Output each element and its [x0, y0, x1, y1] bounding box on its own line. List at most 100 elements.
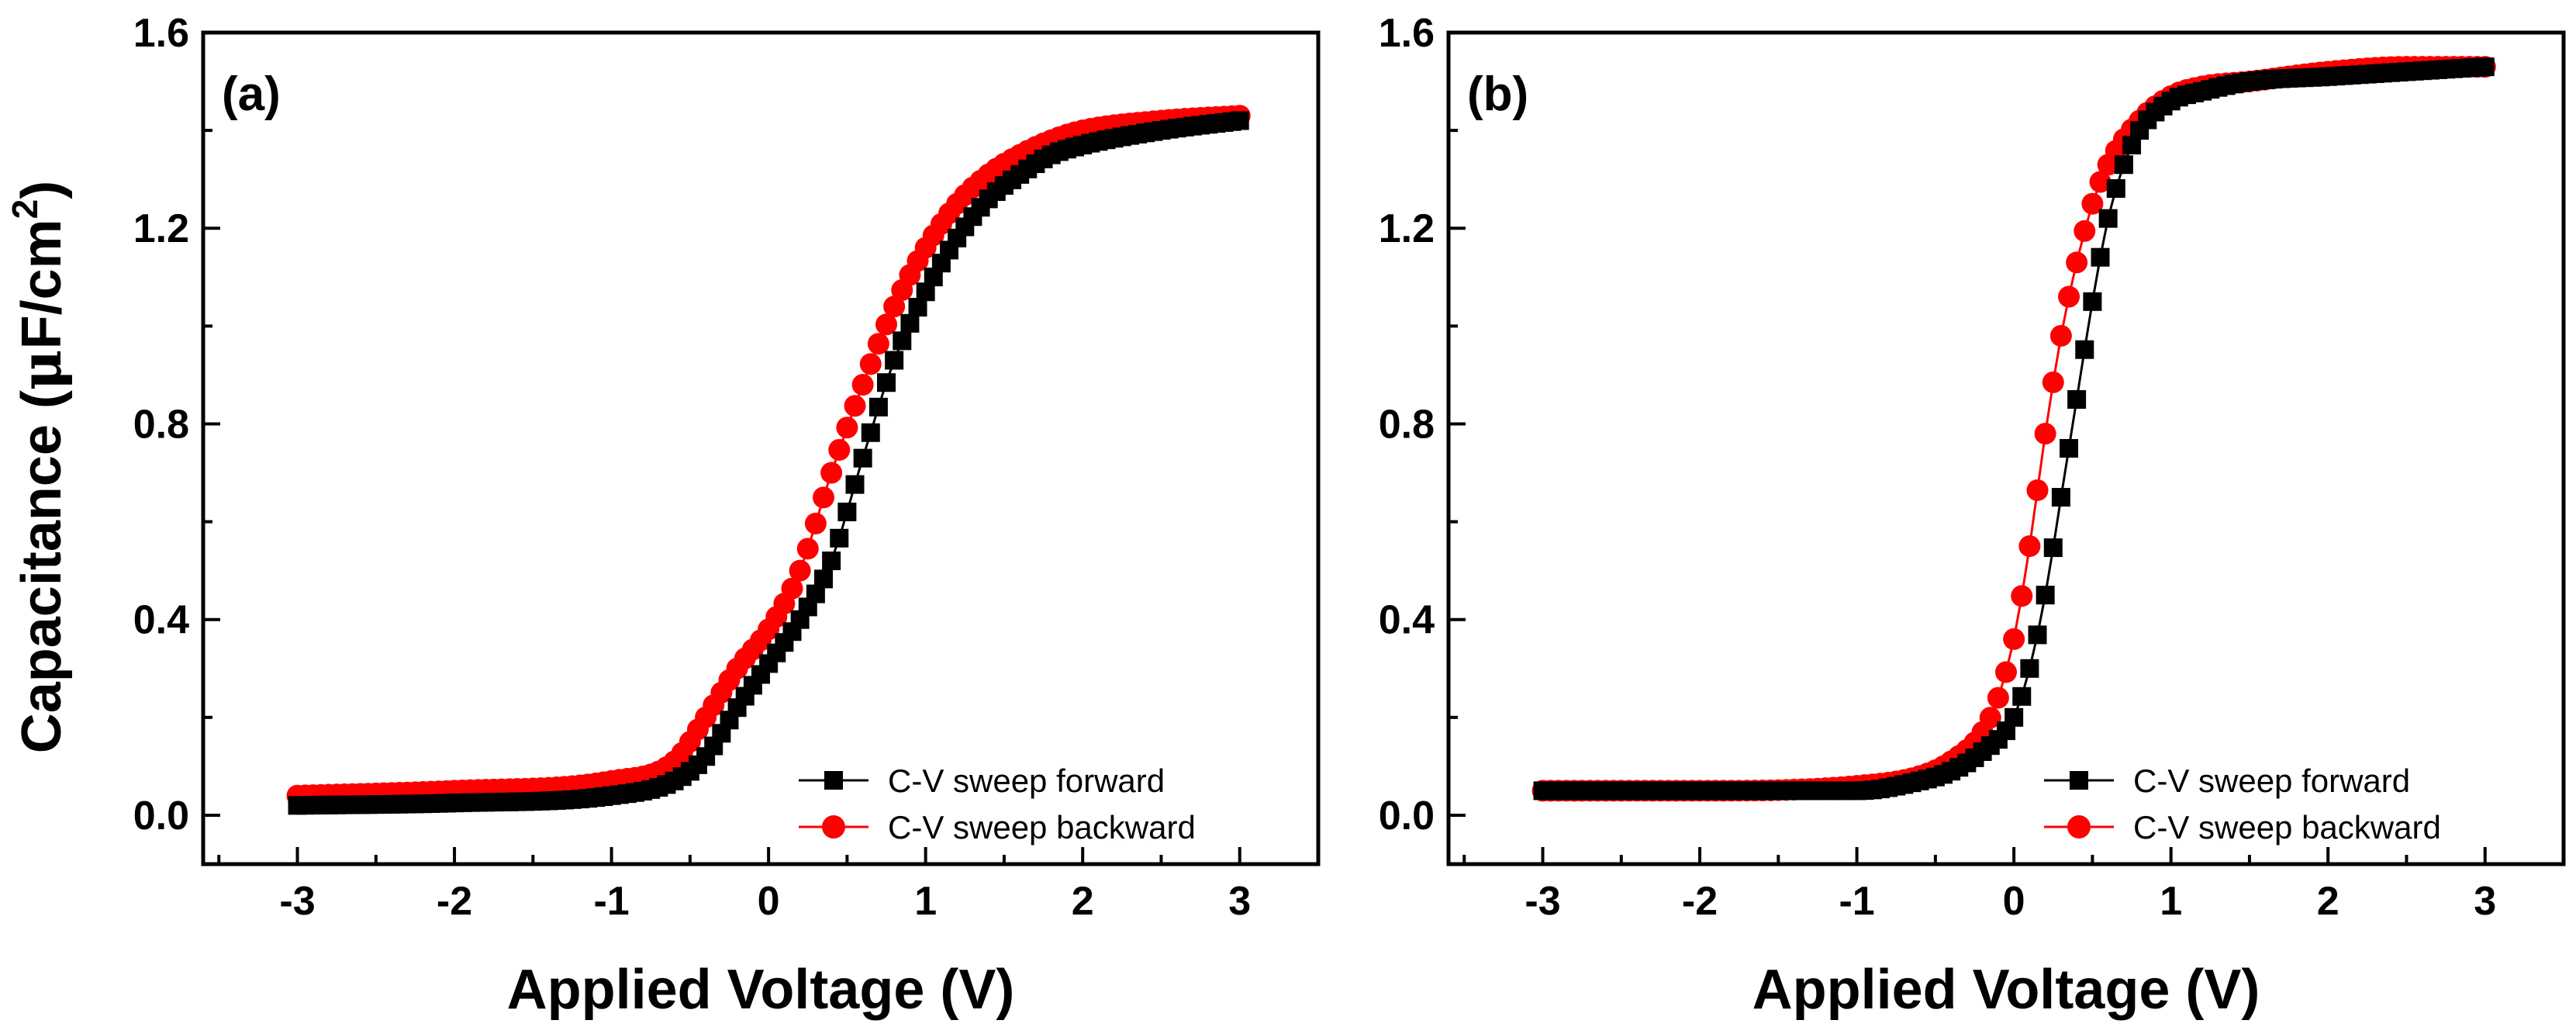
ticks-b: -3 -2 -1 0 1 2 3 0.0 0.4 0.8 1.2 1.6: [1379, 11, 2496, 924]
y-tick-label-a: 0.4: [133, 598, 189, 643]
x-tick-label-a: 1: [914, 879, 937, 924]
series-line-forward-b: [1542, 65, 2485, 792]
data-point-backward-b: [1987, 686, 2009, 709]
y-tick-label-a: 0.8: [133, 402, 189, 447]
data-point-forward-a: [861, 423, 880, 442]
data-point-backward-a: [867, 333, 889, 355]
data-point-forward-a: [837, 502, 857, 521]
data-point-forward-b: [2075, 340, 2094, 359]
data-point-forward-a: [830, 528, 849, 548]
data-point-backward-a: [836, 417, 858, 439]
data-point-forward-a: [877, 373, 896, 393]
data-point-forward-a: [900, 313, 920, 333]
x-tick-label-b: -2: [1682, 879, 1718, 924]
data-point-forward-b: [2012, 686, 2032, 706]
x-tick-label-b: 0: [2003, 879, 2025, 924]
x-tick-label-a: -1: [593, 879, 629, 924]
legend-marker-backward-b: [2067, 815, 2091, 839]
data-point-backward-a: [813, 486, 835, 509]
data-point-forward-b: [2051, 488, 2070, 507]
legend-label-backward-b: C-V sweep backward: [2133, 809, 2441, 846]
data-point-forward-b: [2036, 586, 2055, 605]
x-tick-label-a: -2: [437, 879, 472, 924]
x-tick-label-b: 1: [2160, 879, 2182, 924]
y-tick-label-a: 0.0: [133, 794, 189, 839]
data-point-backward-a: [883, 296, 906, 318]
legend-marker-forward-a: [824, 771, 843, 790]
data-point-forward-b: [2098, 209, 2118, 228]
data-point-backward-a: [875, 313, 898, 336]
plot-frame-b: [1446, 30, 2566, 866]
y-axis-title: Capacitance (μF/cm2): [5, 181, 74, 754]
data-point-forward-a: [853, 448, 872, 468]
data-point-forward-b: [2091, 247, 2110, 267]
x-tick-label-b: -1: [1839, 879, 1874, 924]
data-point-backward-a: [789, 559, 811, 582]
y-axis-title-main: Capacitance (: [11, 390, 73, 753]
series-line-backward-b: [1542, 65, 2485, 792]
data-marks-a: [286, 105, 1251, 815]
x-tick-label-a: 2: [1072, 879, 1094, 924]
x-axis-title-a: Applied Voltage (V): [507, 959, 1015, 1021]
data-point-forward-b: [2106, 179, 2125, 198]
data-point-forward-a: [1230, 111, 1249, 130]
data-point-backward-b: [2026, 479, 2049, 501]
data-point-backward-b: [2034, 423, 2056, 445]
data-point-forward-b: [2020, 659, 2039, 678]
data-point-forward-b: [2028, 625, 2047, 645]
data-point-backward-b: [2003, 628, 2025, 650]
data-point-backward-b: [2049, 324, 2072, 347]
legend-marker-forward-b: [2070, 771, 2088, 790]
data-point-forward-a: [845, 475, 865, 494]
x-tick-label-a: 0: [758, 879, 780, 924]
data-point-backward-a: [844, 395, 866, 417]
legend-b: C-V sweep forward C-V sweep backward: [2044, 763, 2441, 846]
x-axis-title-b: Applied Voltage (V): [1752, 959, 2260, 1021]
chart-panel-b: -3 -2 -1 0 1 2 3 0.0 0.4 0.8 1.2 1.6 (b) Applied Vo…: [1379, 11, 2566, 1021]
data-point-backward-a: [828, 438, 851, 461]
series-line-backward-a: [297, 114, 1240, 797]
legend-label-forward-a: C-V sweep forward: [888, 763, 1165, 799]
y-tick-label-a: 1.2: [133, 206, 189, 251]
x-tick-label-a: -3: [279, 879, 315, 924]
data-point-forward-b: [2114, 155, 2133, 175]
data-point-backward-b: [2089, 171, 2112, 193]
data-point-backward-b: [1979, 707, 2001, 729]
data-marks-b: [1531, 56, 2496, 802]
data-point-backward-a: [859, 353, 882, 375]
data-point-backward-a: [781, 577, 803, 600]
chart-panel-a: -3 -2 -1 0 1 2 3 0.0 0.4 0.8 1.2 1.6 (a) Applied Vo…: [133, 11, 1321, 1021]
x-tick-label-b: -3: [1525, 879, 1560, 924]
data-point-backward-b: [2074, 220, 2096, 242]
data-point-forward-a: [893, 331, 912, 351]
data-point-forward-b: [2067, 389, 2087, 409]
data-point-backward-b: [2058, 285, 2080, 308]
data-point-forward-b: [2043, 538, 2063, 558]
x-tick-label-b: 2: [2317, 879, 2339, 924]
ticks-a: -3 -2 -1 0 1 2 3 0.0 0.4 0.8 1.2 1.6: [133, 11, 1251, 924]
x-tick-label-b: 3: [2474, 879, 2496, 924]
data-point-backward-a: [851, 374, 874, 396]
legend-label-forward-b: C-V sweep forward: [2133, 763, 2410, 799]
data-point-backward-b: [2042, 371, 2064, 393]
data-point-forward-b: [2005, 707, 2024, 727]
y-tick-label-a: 1.6: [133, 11, 189, 56]
data-point-backward-a: [796, 538, 819, 560]
data-point-forward-a: [814, 569, 834, 589]
y-axis-title-mu: μ: [8, 349, 74, 390]
data-point-forward-b: [2083, 292, 2102, 311]
y-tick-label-b: 1.6: [1379, 11, 1435, 56]
x-tick-label-a: 3: [1228, 879, 1251, 924]
y-tick-label-b: 0.0: [1379, 794, 1435, 839]
data-point-backward-a: [820, 462, 843, 484]
data-point-forward-b: [2475, 57, 2495, 77]
data-point-backward-b: [2081, 192, 2104, 215]
data-point-backward-b: [2066, 251, 2088, 274]
panel-label-b: (b): [1467, 67, 1528, 121]
y-tick-label-b: 1.2: [1379, 206, 1435, 251]
data-point-backward-b: [2018, 535, 2041, 558]
series-line-forward-a: [297, 119, 1240, 807]
legend-label-backward-a: C-V sweep backward: [888, 809, 1196, 846]
y-axis-title-close: ): [11, 181, 73, 199]
